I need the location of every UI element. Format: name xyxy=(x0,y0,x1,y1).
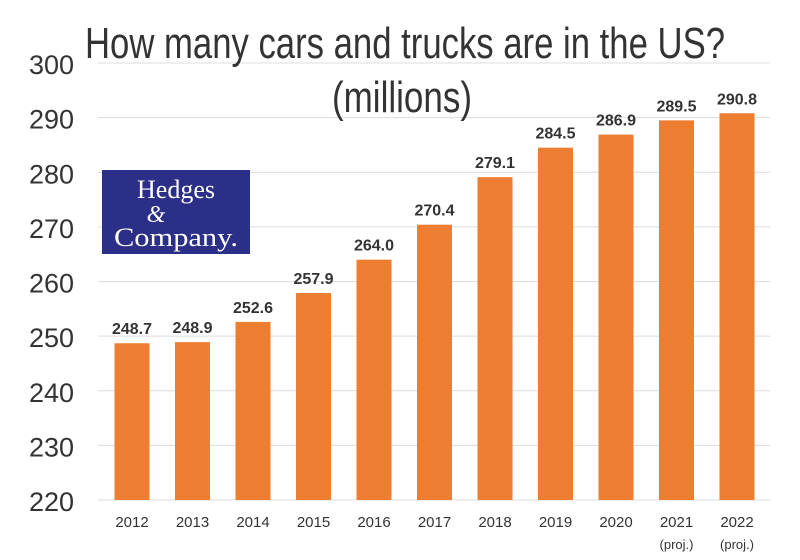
chart-subtitle: (millions) xyxy=(332,73,472,122)
bar-2018 xyxy=(477,177,513,500)
x-label-2013: 2013 xyxy=(176,514,209,531)
x-label-2019: 2019 xyxy=(539,514,572,531)
x-note-2022: (proj.) xyxy=(720,537,754,552)
x-label-2015: 2015 xyxy=(297,514,330,531)
chart-title: How many cars and trucks are in the US? xyxy=(85,19,725,68)
data-label-2014: 252.6 xyxy=(233,300,273,317)
data-label-2012: 248.7 xyxy=(112,321,152,338)
x-label-2014: 2014 xyxy=(236,514,269,531)
x-label-2016: 2016 xyxy=(357,514,390,531)
bar-2021 xyxy=(659,120,694,500)
x-label-2022: 2022 xyxy=(720,514,753,531)
bar-2019 xyxy=(538,147,573,500)
data-label-2021: 289.5 xyxy=(656,98,696,115)
data-label-2020: 286.9 xyxy=(596,113,636,130)
data-label-2019: 284.5 xyxy=(535,126,575,143)
data-label-2018: 279.1 xyxy=(475,155,515,172)
bar-2016 xyxy=(356,259,392,500)
bar-2017 xyxy=(417,224,452,500)
logo-text-company: Company. xyxy=(114,223,238,252)
data-label-2016: 264.0 xyxy=(354,238,394,255)
x-axis-labels: 2012 2013 2014 2015 2016 2017 2018 2019 2020 2021… xyxy=(115,514,754,552)
data-label-2022: 290.8 xyxy=(717,91,757,108)
logo-background xyxy=(102,170,250,254)
y-tick-270: 270 xyxy=(29,214,74,244)
x-note-2021: (proj.) xyxy=(660,537,694,552)
logo-text-ampersand: & xyxy=(147,202,166,228)
y-tick-300: 300 xyxy=(29,50,74,80)
x-label-2018: 2018 xyxy=(478,514,511,531)
y-axis-ticks: 220 230 240 250 260 270 280 290 300 xyxy=(29,50,74,517)
x-label-2020: 2020 xyxy=(599,514,632,531)
data-label-2013: 248.9 xyxy=(172,320,212,337)
y-tick-240: 240 xyxy=(29,378,74,408)
y-tick-230: 230 xyxy=(29,432,74,462)
y-tick-280: 280 xyxy=(29,159,74,189)
y-tick-290: 290 xyxy=(29,105,74,135)
bars xyxy=(114,113,755,500)
x-label-2012: 2012 xyxy=(115,514,148,531)
bar-2022 xyxy=(719,113,755,500)
bar-2020 xyxy=(598,134,634,500)
bar-2013 xyxy=(175,342,210,500)
y-tick-220: 220 xyxy=(29,487,74,517)
bar-2015 xyxy=(296,292,331,500)
data-label-2017: 270.4 xyxy=(414,203,454,220)
data-labels: 248.7 248.9 252.6 257.9 264.0 270.4 279.1 284.5… xyxy=(112,91,757,338)
y-tick-260: 260 xyxy=(29,269,74,299)
hedges-company-logo: Hedges & Company. xyxy=(102,170,250,254)
data-label-2015: 257.9 xyxy=(293,271,333,288)
bar-2012 xyxy=(114,343,150,500)
x-label-2017: 2017 xyxy=(418,514,451,531)
logo-text-hedges: Hedges xyxy=(137,175,215,204)
y-tick-250: 250 xyxy=(29,323,74,353)
bar-2014 xyxy=(235,321,271,500)
x-label-2021: 2021 xyxy=(660,514,693,531)
